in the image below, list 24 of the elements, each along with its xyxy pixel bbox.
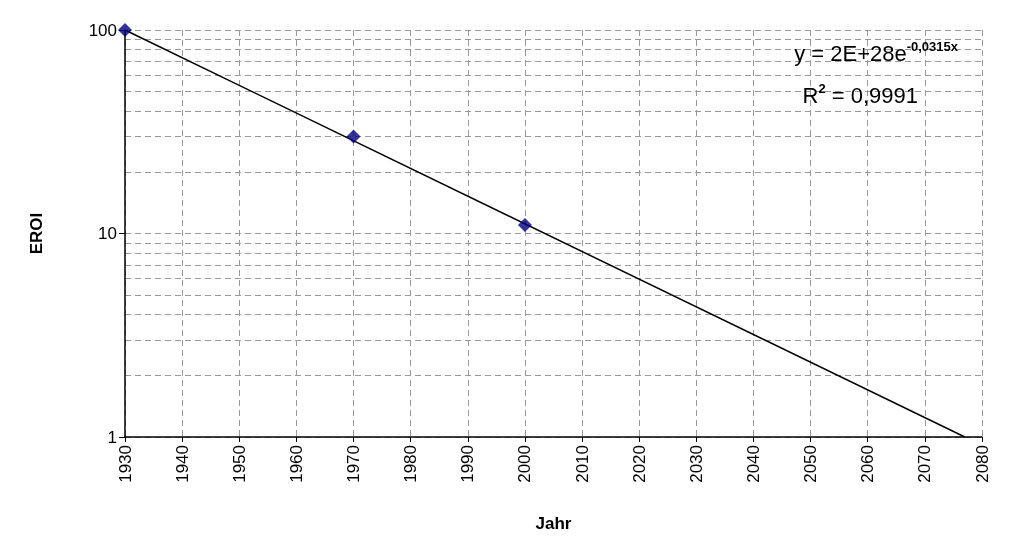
x-tick-label: 2050 xyxy=(801,445,821,483)
x-tick-label: 1990 xyxy=(458,445,478,483)
x-tick-label: 1930 xyxy=(115,445,135,483)
y-tick-label: 10 xyxy=(98,224,117,243)
x-tick-label: 1950 xyxy=(229,445,249,483)
x-tick-label: 2030 xyxy=(686,445,706,483)
x-tick-label: 1960 xyxy=(286,445,306,483)
x-tick-label: 2000 xyxy=(515,445,535,483)
point xyxy=(346,129,361,144)
point xyxy=(118,23,132,37)
x-tick-label: 2040 xyxy=(743,445,763,483)
y-axis-title: EROI xyxy=(27,212,46,255)
y-tick-label: 100 xyxy=(88,20,117,40)
y-tick-label: 1 xyxy=(107,427,117,447)
x-tick-label: 2010 xyxy=(572,445,592,483)
x-tick-label: 2070 xyxy=(915,445,935,483)
x-tick-label: 1980 xyxy=(401,445,421,483)
x-tick-label: 2080 xyxy=(972,445,992,483)
x-axis-title: Jahr xyxy=(535,514,572,533)
x-tick-label: 1970 xyxy=(344,445,364,483)
point xyxy=(517,218,532,233)
x-tick-label: 1940 xyxy=(172,445,192,483)
x-tick-label: 2020 xyxy=(629,445,649,483)
x-tick-label: 2060 xyxy=(858,445,878,483)
